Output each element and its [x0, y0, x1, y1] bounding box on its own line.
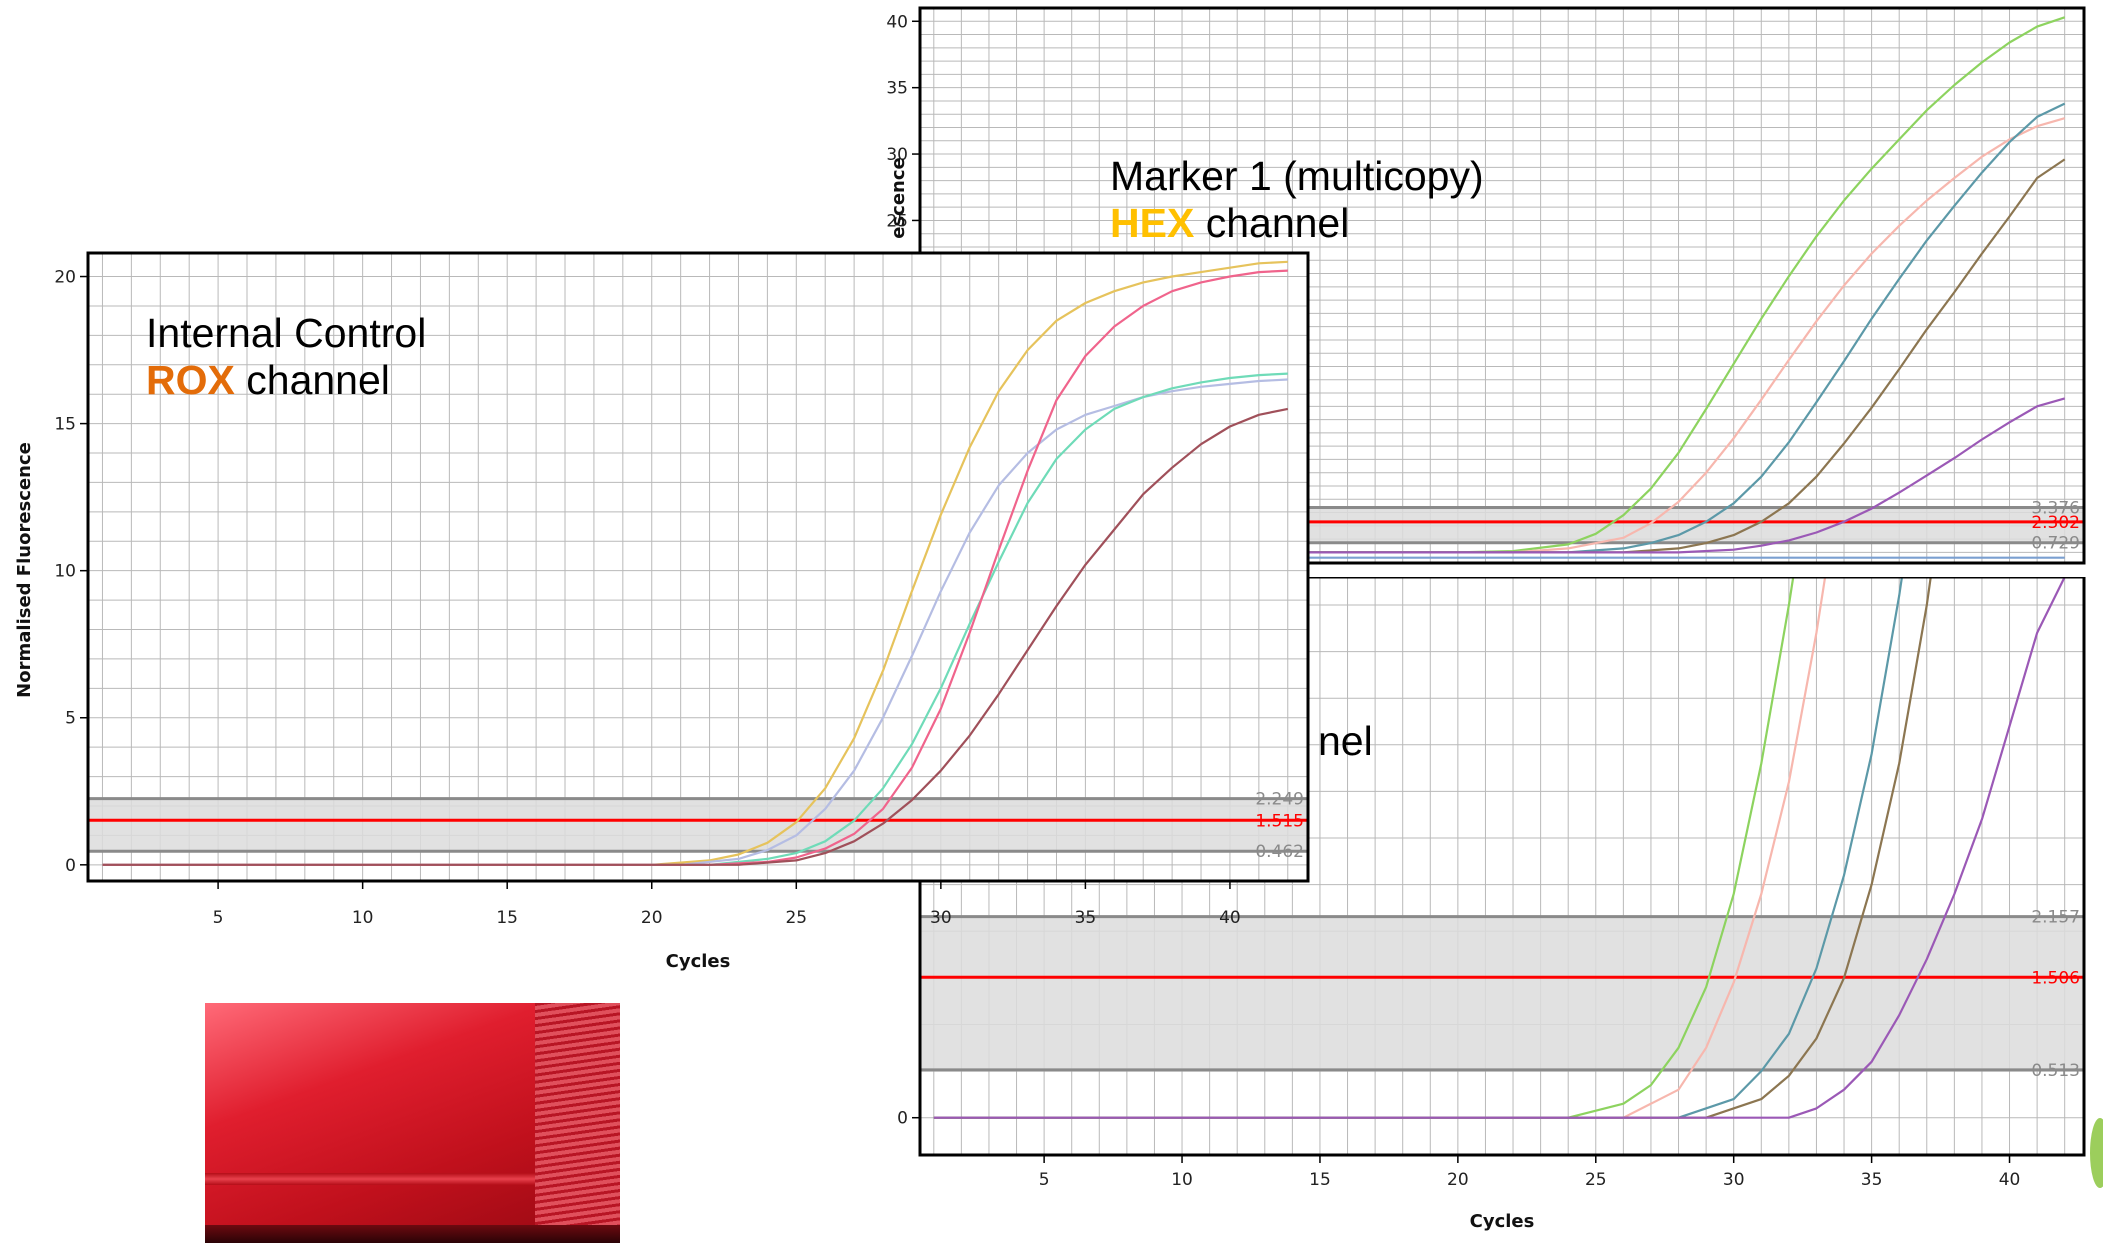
threshold-label-threshold: 2.302: [2031, 513, 2080, 533]
series-line-1: [933, 16, 2066, 554]
instrument-body: [205, 1003, 535, 1243]
series-line-2: [102, 378, 1288, 866]
internal-control-channel-line: ROX channel: [146, 357, 426, 404]
threshold-label-threshold: 1.506: [2031, 968, 2080, 988]
threshold-band: [88, 798, 1308, 852]
internal-control-channel-label: Internal Control ROX channel: [146, 310, 426, 404]
y-tick-label: 40: [886, 12, 908, 32]
x-tick-label: 5: [1039, 1170, 1050, 1190]
series-line-2: [933, 577, 1827, 1119]
qpcr-instrument-image: [205, 1003, 620, 1243]
threshold-label-upper: 2.249: [1255, 790, 1304, 810]
series-line-4: [102, 269, 1288, 866]
marker1-channel-word: channel: [1205, 200, 1350, 247]
threshold-label-lower: 0.729: [2031, 534, 2080, 554]
threshold-label-lower: 0.462: [1255, 842, 1304, 862]
series-line-1: [933, 577, 1795, 1119]
y-tick-label: 25: [886, 211, 908, 231]
y-tick-label: 30: [886, 145, 908, 165]
marker2-channel-label: nel: [1318, 718, 1373, 765]
x-tick-label: 30: [930, 908, 952, 928]
plot-frame: [86, 251, 1310, 883]
y-tick-label: 5: [65, 709, 76, 729]
x-tick-label: 20: [641, 908, 663, 928]
instrument-edge: [205, 1173, 535, 1185]
instrument-base: [205, 1225, 620, 1243]
series-line-5: [102, 407, 1289, 866]
marker2-channel-fragment: nel: [1318, 718, 1373, 764]
x-axis-title: Cycles: [1470, 1211, 1535, 1232]
x-tick-label: 15: [496, 908, 518, 928]
marker1-channel-line: HEX channel: [1110, 200, 1484, 247]
x-tick-label: 10: [352, 908, 374, 928]
threshold-label-threshold: 1.515: [1255, 811, 1304, 831]
y-tick-label: 0: [897, 1109, 908, 1129]
x-tick-label: 40: [1219, 908, 1241, 928]
internal-control-plot: 2.249 1.515 0.462 0 5 10 15 20 5 10 15 20 25 30 35 40 Cy…: [0, 245, 1318, 990]
green-side-mark: [2090, 1118, 2103, 1188]
hex-dye-label: HEX: [1110, 200, 1195, 247]
threshold-label-lower: 0.513: [2031, 1061, 2080, 1081]
series-line-2: [933, 117, 2066, 554]
x-tick-label: 35: [1861, 1170, 1883, 1190]
series-line-1: [102, 260, 1288, 866]
x-tick-label: 25: [785, 908, 807, 928]
y-axis-title: Normalised Fluorescence: [14, 442, 35, 698]
marker1-title: Marker 1 (multicopy): [1110, 153, 1484, 199]
y-tick-label: 15: [54, 415, 76, 435]
x-tick-label: 25: [1585, 1170, 1607, 1190]
internal-control-title: Internal Control: [146, 310, 427, 356]
x-axis-title: Cycles: [666, 951, 731, 972]
series-line-5: [933, 397, 2066, 554]
threshold-label-upper: 2.157: [2031, 908, 2080, 928]
threshold-band: [920, 916, 2084, 1070]
marker1-channel-label: Marker 1 (multicopy) HEX channel: [1110, 153, 1484, 247]
x-tick-label: 40: [1999, 1170, 2021, 1190]
series-line-3: [933, 577, 1904, 1119]
x-tick-label: 5: [213, 908, 224, 928]
y-tick-label: 10: [54, 562, 76, 582]
x-tick-label: 20: [1447, 1170, 1469, 1190]
y-tick-label: 0: [65, 856, 76, 876]
x-tick-label: 30: [1723, 1170, 1745, 1190]
x-tick-label: 35: [1075, 908, 1097, 928]
threshold-label-upper: 3.376: [2031, 499, 2080, 519]
series-line-4: [933, 577, 1932, 1119]
x-tick-label: 15: [1309, 1170, 1331, 1190]
y-tick-label: 35: [886, 79, 908, 99]
instrument-vent: [535, 1003, 620, 1243]
internal-control-channel-word: channel: [246, 357, 390, 404]
series-line-4: [933, 158, 2066, 554]
series-line-3: [933, 102, 2066, 554]
y-axis-title: escence: [888, 157, 909, 239]
y-tick-label: 20: [54, 268, 76, 288]
series-line-3: [102, 372, 1288, 866]
x-tick-label: 10: [1171, 1170, 1193, 1190]
series-line-5: [933, 577, 2066, 1119]
rox-dye-label: ROX: [146, 357, 235, 404]
